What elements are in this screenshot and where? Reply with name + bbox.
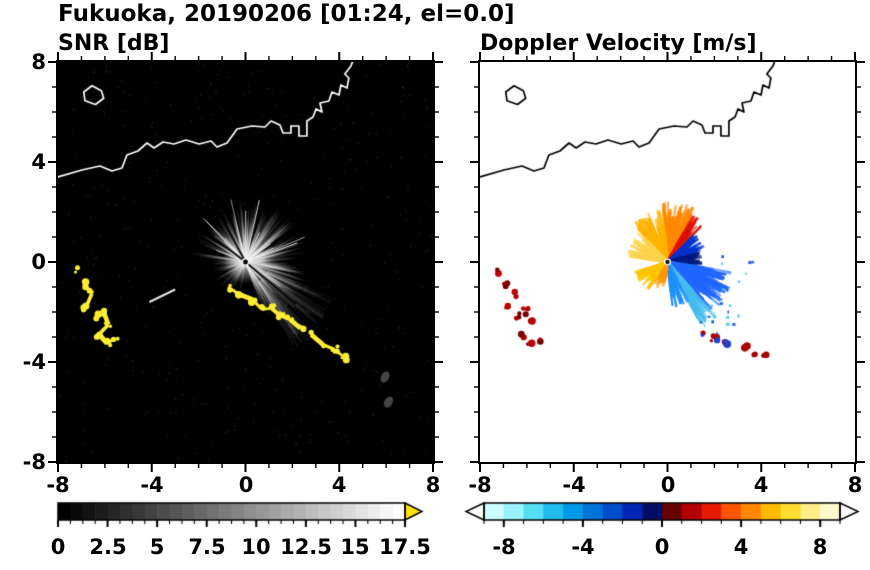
x-tick-label: 4 [331,473,347,497]
panel-title-doppler: Doppler Velocity [m/s] [480,31,757,56]
x-tick-label: -4 [140,473,164,497]
colorbar-tick-label: 4 [733,535,749,559]
colorbar-tick-label: 12.5 [280,535,332,559]
colorbar-tick-label: 7.5 [188,535,226,559]
colorbar-tick-label: 17.5 [379,535,431,559]
figure-title: Fukuoka, 20190206 [01:24, el=0.0] [58,1,515,27]
x-tick-label: -8 [46,473,70,497]
x-tick-label: -8 [468,473,492,497]
x-tick-label: 4 [753,473,769,497]
x-tick-label: 8 [425,473,441,497]
y-tick-label: 0 [31,250,46,274]
colorbar-tick-label: -4 [571,535,595,559]
y-tick-label: 8 [31,50,46,74]
x-tick-label: 0 [238,473,254,497]
colorbar-tick-label: 2.5 [89,535,127,559]
x-tick-label: 8 [847,473,863,497]
colorbar-tick-label: 0 [654,535,670,559]
snr-colorbar [56,501,428,531]
colorbar-tick-label: 8 [812,535,828,559]
colorbar-tick-label: -8 [492,535,516,559]
y-tick-label: -8 [22,450,46,474]
x-tick-label: 0 [660,473,676,497]
doppler-colorbar [464,501,860,531]
y-tick-label: -4 [22,350,46,374]
colorbar-tick-label: 10 [241,535,271,559]
doppler-ppi-plot [478,60,857,464]
colorbar-tick-label: 0 [50,535,66,559]
colorbar-tick-label: 5 [149,535,165,559]
snr-ppi-plot [56,60,435,464]
panel-title-snr: SNR [dB] [58,31,170,56]
y-tick-label: 4 [31,150,46,174]
colorbar-tick-label: 15 [340,535,370,559]
x-tick-label: -4 [562,473,586,497]
